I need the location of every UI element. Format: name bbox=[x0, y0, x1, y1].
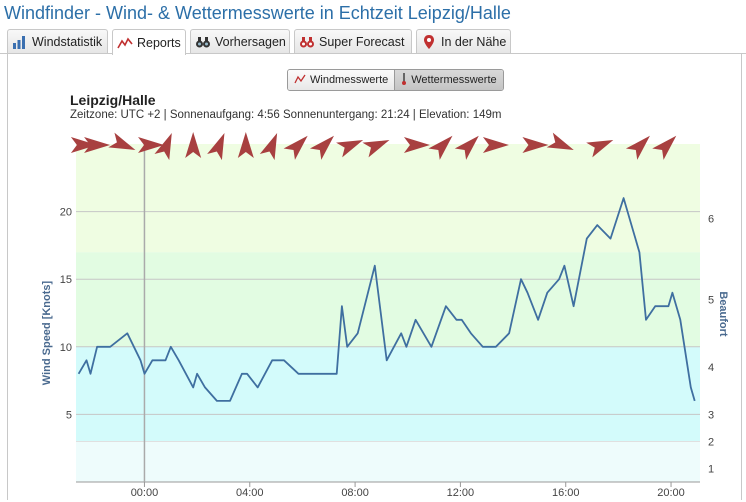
page-title: Windfinder - Wind- & Wettermesswerte in … bbox=[4, 3, 511, 23]
y-tick-label: 5 bbox=[66, 409, 72, 421]
tab-vorhersagen[interactable]: Vorhersagen bbox=[190, 29, 290, 53]
beaufort-band bbox=[76, 144, 700, 253]
wind-direction-arrow bbox=[522, 137, 549, 153]
beaufort-tick-label: 2 bbox=[708, 436, 714, 448]
x-tick-label: 12:00 bbox=[447, 487, 475, 499]
wind-direction-arrow bbox=[482, 137, 509, 153]
wind-direction-arrow bbox=[586, 140, 614, 158]
wind-measurements-button[interactable]: Windmesswerte bbox=[288, 70, 395, 90]
tab-label: In der Nähe bbox=[441, 34, 507, 49]
line-chart-icon bbox=[294, 74, 306, 87]
x-tick-label: 08:00 bbox=[341, 487, 369, 499]
wind-direction-arrow bbox=[84, 137, 111, 153]
tab-label: Windstatistik bbox=[32, 34, 103, 49]
wind-direction-arrow bbox=[185, 132, 202, 158]
station-name: Leipzig/Halle bbox=[70, 92, 156, 108]
map-pin-icon bbox=[421, 34, 437, 50]
beaufort-tick-label: 4 bbox=[708, 362, 714, 374]
x-tick-label: 04:00 bbox=[236, 487, 264, 499]
wind-direction-arrow bbox=[259, 132, 278, 161]
tab-windstatistik[interactable]: Windstatistik bbox=[7, 29, 108, 53]
x-tick-label: 00:00 bbox=[131, 487, 159, 499]
tab-bar-divider bbox=[0, 53, 746, 54]
report-panel bbox=[7, 54, 742, 500]
wind-direction-arrow bbox=[625, 135, 650, 160]
tab-label: Super Forecast bbox=[319, 34, 405, 49]
beaufort-band bbox=[76, 252, 700, 347]
wind-direction-arrow bbox=[652, 135, 677, 160]
measurement-toggle: Windmesswerte Wettermesswerte bbox=[287, 69, 504, 91]
beaufort-axis-title: Beaufort bbox=[717, 291, 729, 337]
wind-measurements-label: Windmesswerte bbox=[310, 74, 389, 86]
wind-direction-arrow bbox=[403, 137, 430, 153]
wind-direction-arrow bbox=[138, 137, 165, 153]
x-tick-label: 16:00 bbox=[552, 487, 580, 499]
y-tick-label: 10 bbox=[60, 342, 72, 354]
binoculars-red-icon bbox=[299, 34, 315, 50]
thermometer-icon bbox=[401, 72, 407, 88]
y-axis-title: Wind Speed [Knots] bbox=[41, 280, 53, 385]
beaufort-tick-label: 6 bbox=[708, 213, 714, 225]
wind-direction-arrow bbox=[428, 135, 453, 160]
tab-super-forecast[interactable]: Super Forecast bbox=[294, 29, 412, 53]
wind-direction-arrow bbox=[154, 132, 172, 161]
tab-label: Vorhersagen bbox=[215, 34, 286, 49]
x-tick-label: 20:00 bbox=[657, 487, 685, 499]
wind-direction-arrow bbox=[283, 135, 308, 160]
weather-measurements-label: Wettermesswerte bbox=[411, 74, 497, 86]
wind-direction-arrow bbox=[336, 140, 364, 158]
y-tick-label: 15 bbox=[60, 274, 72, 286]
wind-direction-arrow bbox=[237, 132, 254, 158]
wind-direction-arrow bbox=[362, 140, 390, 158]
wind-direction-arrow bbox=[70, 137, 97, 153]
beaufort-band bbox=[76, 346, 700, 442]
beaufort-tick-label: 3 bbox=[708, 409, 714, 421]
wind-direction-arrow bbox=[454, 135, 479, 160]
tab-label: Reports bbox=[137, 35, 181, 50]
tab-reports[interactable]: Reports bbox=[112, 29, 186, 55]
wind-speed-line bbox=[77, 197, 696, 402]
beaufort-band bbox=[76, 441, 700, 482]
line-chart-icon bbox=[117, 35, 133, 51]
weather-measurements-button[interactable]: Wettermesswerte bbox=[395, 70, 503, 90]
binoculars-icon bbox=[195, 34, 211, 50]
beaufort-tick-label: 1 bbox=[708, 463, 714, 475]
wind-direction-arrow bbox=[309, 135, 335, 160]
wind-direction-arrow bbox=[546, 132, 574, 150]
bar-chart-icon bbox=[12, 34, 28, 50]
wind-direction-arrow bbox=[207, 132, 225, 161]
tab-in-der-naehe[interactable]: In der Nähe bbox=[416, 29, 511, 53]
toggle-divider bbox=[394, 70, 396, 90]
y-tick-label: 20 bbox=[60, 207, 72, 219]
tab-bar: Windstatistik Reports Vorhersagen Super … bbox=[0, 29, 746, 55]
station-info: Zeitzone: UTC +2 | Sonnenaufgang: 4:56 S… bbox=[70, 109, 502, 121]
wind-direction-arrow bbox=[108, 132, 136, 150]
beaufort-tick-label: 5 bbox=[708, 294, 714, 306]
